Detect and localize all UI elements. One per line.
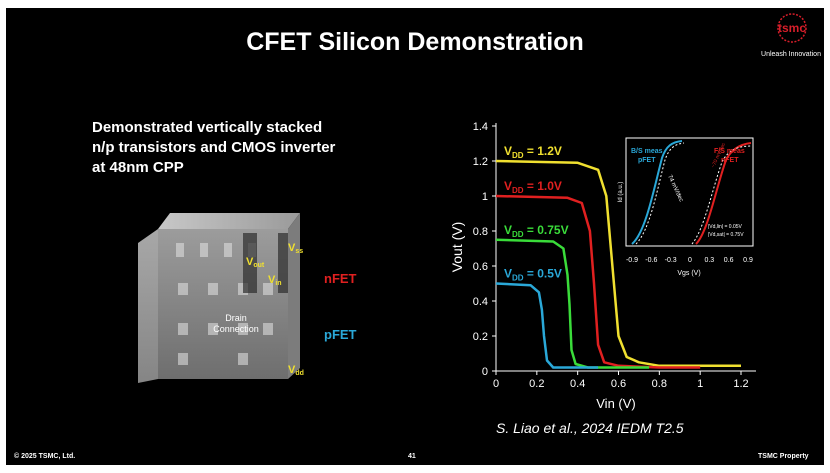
pfet-label: pFET: [324, 327, 357, 342]
tagline: Unleash Innovation: [761, 51, 821, 58]
gate-column: [243, 233, 257, 293]
connection-label: Connection: [213, 324, 259, 334]
footer-property: TSMC Property: [758, 453, 809, 460]
y-tick-label: 1: [482, 191, 488, 203]
vin-label: Vin: [268, 274, 282, 287]
x-tick-label: 1: [697, 378, 703, 390]
inset-y-label: Id (a.u.): [618, 182, 624, 203]
slide: CFET Silicon Demonstration tsmc Unleash …: [6, 8, 824, 465]
y-tick-label: 0: [482, 366, 488, 378]
x-axis-label: Vin (V): [596, 396, 636, 411]
tsmc-logo: tsmc: [777, 13, 807, 43]
vss-label: Vss: [288, 242, 303, 255]
inset-x-tick-label: -0.9: [626, 257, 638, 264]
inset-x-tick-label: 0: [688, 257, 692, 264]
series-label: VDD = 1.0V: [504, 179, 562, 195]
nfet-label: nFET: [324, 271, 357, 286]
inset-pfet-curve: [631, 140, 683, 245]
vtc-series-line: [495, 238, 650, 369]
inset-frame: [625, 137, 754, 247]
y-axis-label: Vout (V): [449, 222, 465, 273]
inset-pfet-curve-sat: [635, 142, 685, 245]
x-tick-label: 1.2: [733, 378, 748, 390]
inset-pfet-legend-sub: pFET: [638, 157, 656, 164]
vtc-series-line: [495, 282, 599, 369]
inset-x-tick-label: -0.3: [665, 257, 677, 264]
inset-x-label: Vgs (V): [677, 270, 700, 277]
cfet-cross-section-image: Vout Vss Vin Drain Connection Vdd nFET p…: [138, 213, 357, 383]
series-label: VDD = 1.2V: [504, 144, 562, 160]
vtc-series-line: [495, 159, 741, 368]
y-tick-label: 0.2: [473, 331, 488, 343]
drain-label: Drain: [225, 313, 247, 323]
vout-label: Vout: [246, 256, 265, 269]
inset-vdlin-annotation: |Vd,lin| = 0.05V: [708, 224, 743, 230]
x-tick-label: 0.6: [611, 378, 626, 390]
vdd-label: Vdd: [288, 364, 304, 377]
bullet-line: at 48nm CPP: [92, 159, 184, 176]
block-top-face: [158, 213, 300, 229]
block-left-face: [138, 229, 158, 383]
block-right-face: [288, 213, 300, 379]
logo-text: tsmc: [778, 21, 806, 35]
x-tick-label: 0.2: [529, 378, 544, 390]
y-tick-label: 1.4: [473, 121, 488, 133]
inset-x-tick-label: -0.6: [645, 257, 657, 264]
inset-x-tick-label: 0.9: [743, 257, 753, 264]
x-tick-label: 0.4: [570, 378, 585, 390]
inset-x-tick-label: 0.3: [704, 257, 714, 264]
footer-copyright: © 2025 TSMC, Ltd.: [14, 453, 76, 460]
slide-title: CFET Silicon Demonstration: [246, 28, 584, 56]
page-number: 41: [408, 453, 416, 460]
y-tick-label: 0.4: [473, 296, 488, 308]
inset-nfet-curve: [695, 142, 752, 245]
bullet-text: Demonstrated vertically stacked n/p tran…: [92, 118, 392, 178]
inset-plot: -0.9 -0.6 -0.3 0 0.3 0.6 0.9 Vgs (V) Id (a.u.)…: [618, 137, 754, 277]
bullet-line: n/p transistors and CMOS inverter: [92, 139, 336, 156]
inset-vdsat-annotation: |Vd,sat| = 0.75V: [708, 232, 744, 238]
y-tick-label: 0.8: [473, 226, 488, 238]
inset-pfet-legend: B/S meas: [631, 148, 663, 155]
inverter-vtc-chart: 0 0.2 0.4 0.6 0.8 1 1.2 0 0.2 0.4 0.6 0.8 1 1.2 1.4 V…: [449, 121, 756, 411]
bullet-line: Demonstrated vertically stacked: [92, 119, 323, 136]
inset-nfet-legend: F/S meas: [714, 148, 745, 155]
y-tick-label: 0.6: [473, 261, 488, 273]
series-label: VDD = 0.5V: [504, 267, 562, 283]
inset-nfet-legend-sub: nFET: [721, 157, 739, 164]
x-tick-label: 0.8: [652, 378, 667, 390]
citation: S. Liao et al., 2024 IEDM T2.5: [496, 420, 684, 436]
y-tick-label: 1.2: [473, 156, 488, 168]
inset-x-tick-label: 0.6: [724, 257, 734, 264]
series-label: VDD = 0.75V: [504, 223, 569, 239]
gate-column: [278, 233, 288, 293]
x-tick-label: 0: [493, 378, 499, 390]
